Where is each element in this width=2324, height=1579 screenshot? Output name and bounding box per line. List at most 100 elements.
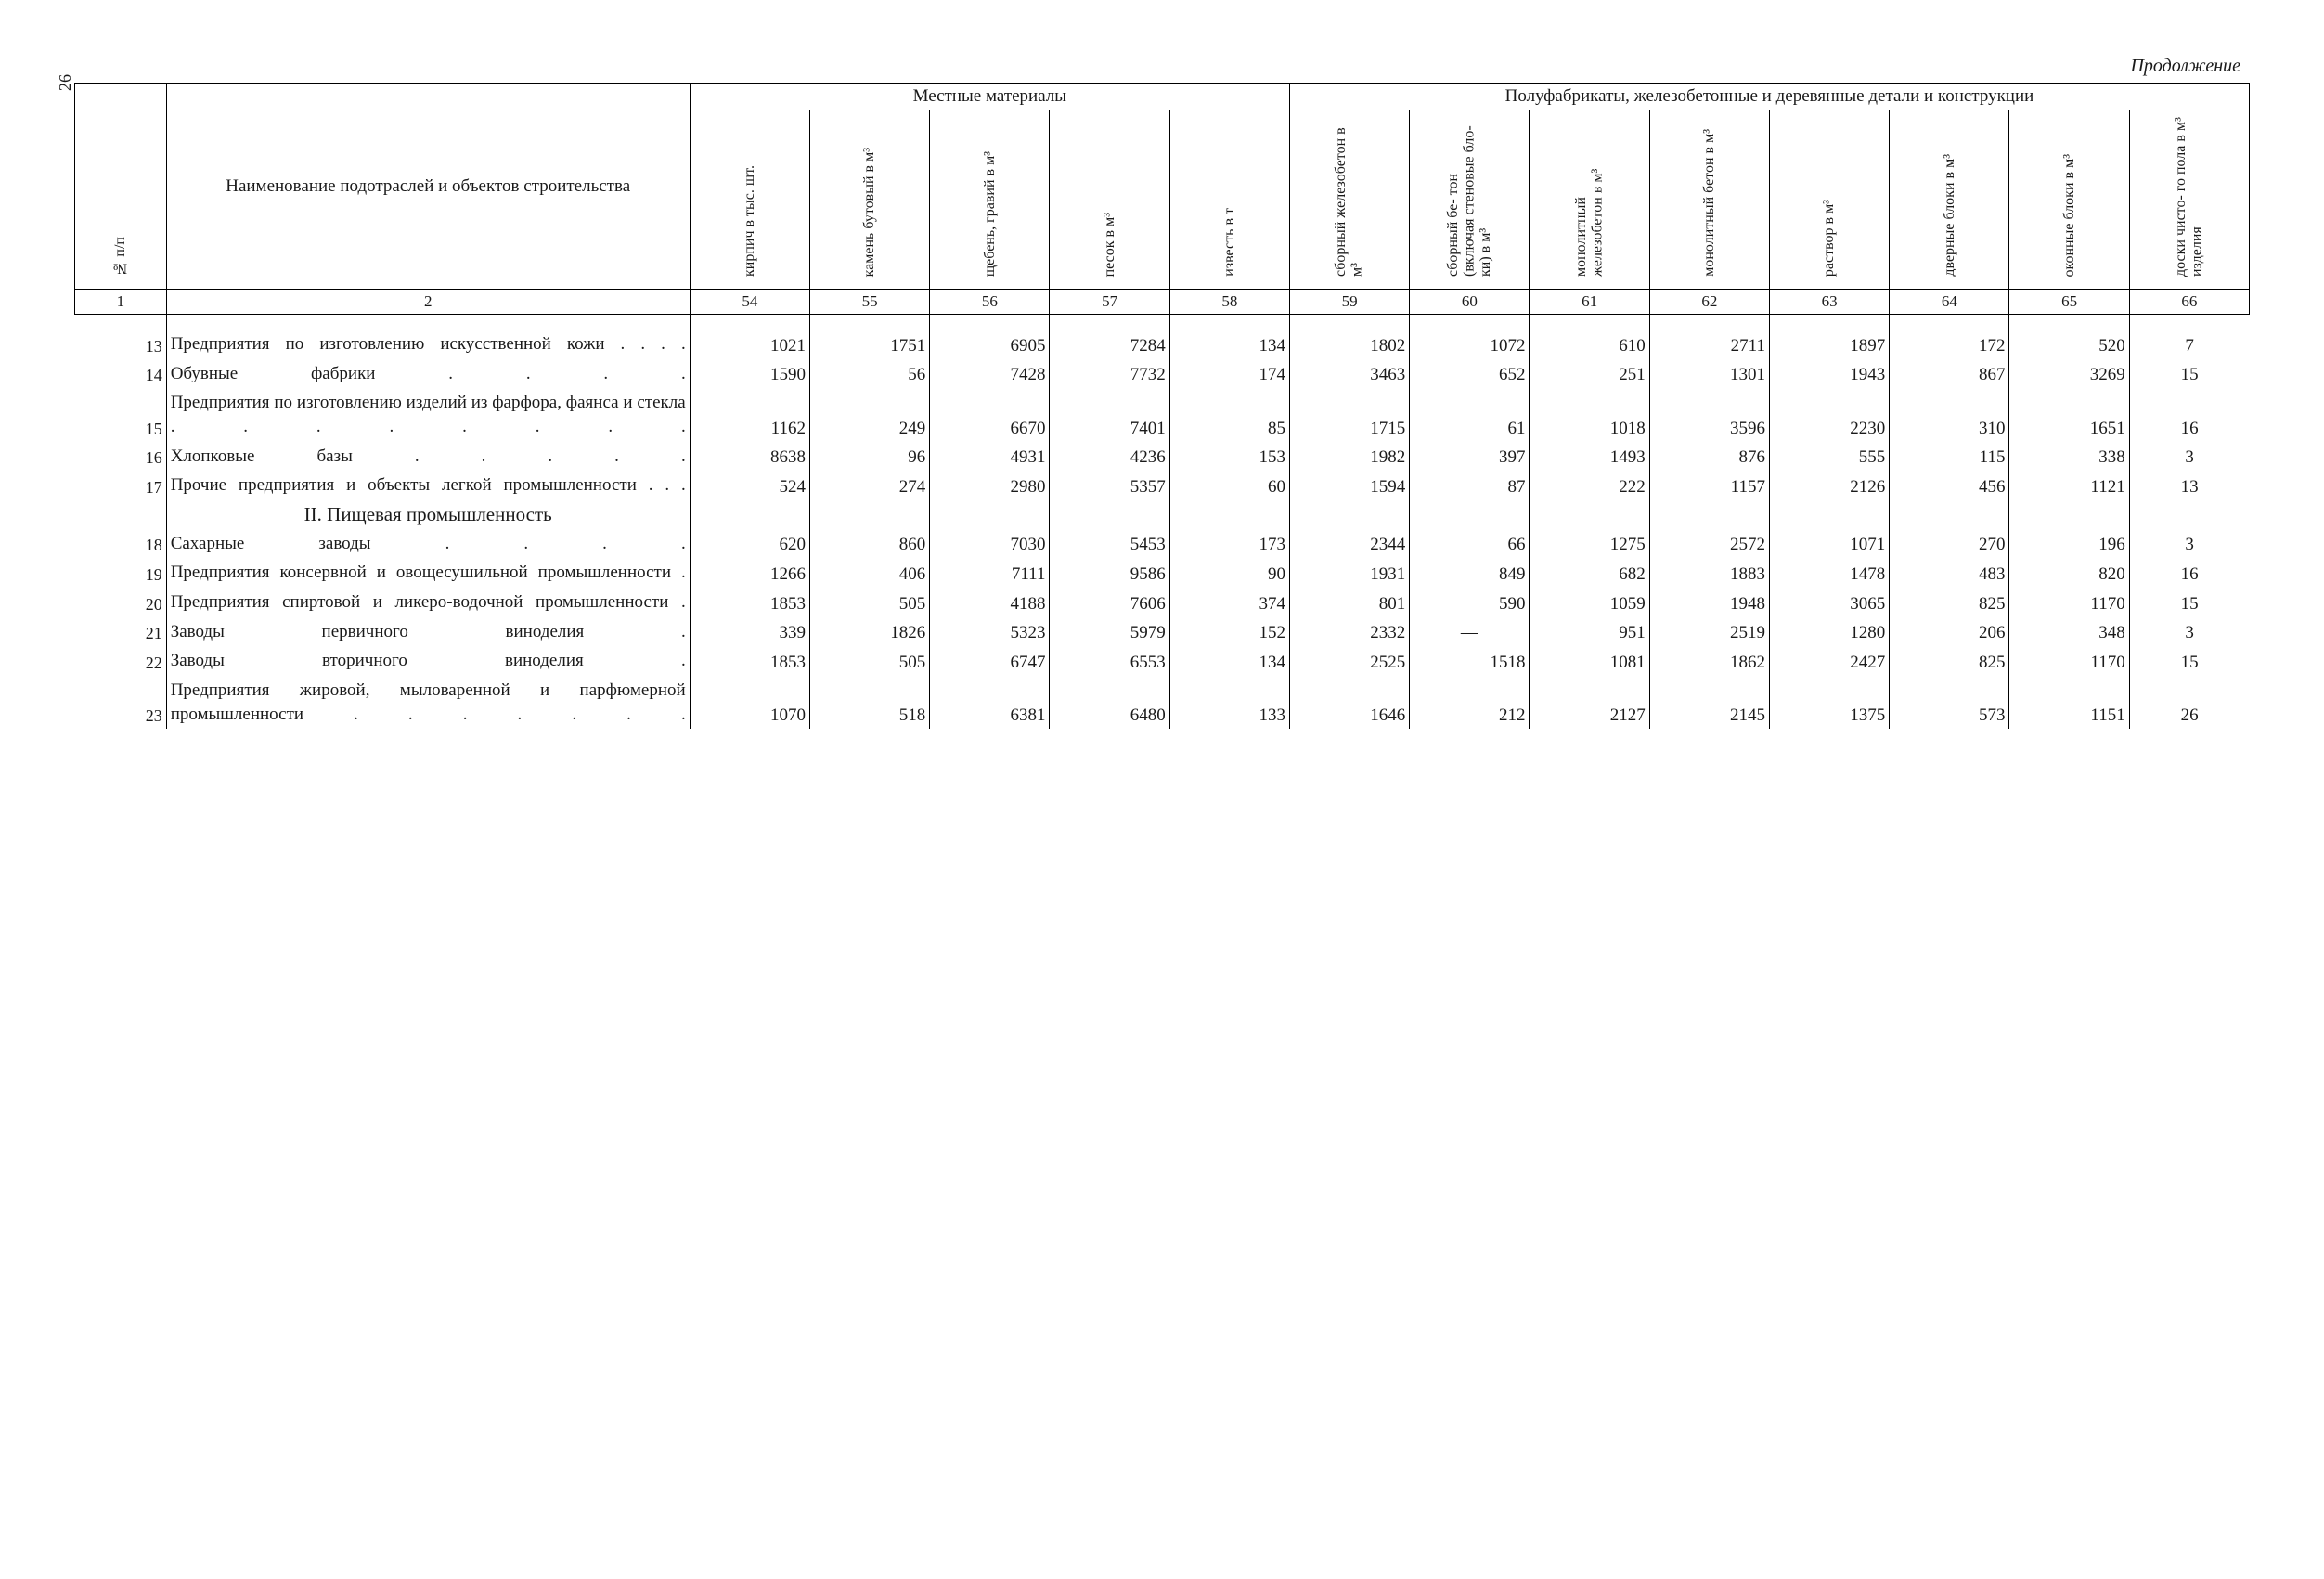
- cell: 1897: [1769, 330, 1889, 359]
- table-row: 18 Сахарные заводы . . . . 620 860 7030 …: [75, 529, 2250, 559]
- cell: 5453: [1050, 529, 1169, 559]
- cell: 505: [809, 646, 929, 676]
- cell: 1162: [690, 388, 809, 441]
- cell: 9586: [1050, 558, 1169, 588]
- cell: 90: [1169, 558, 1289, 588]
- cell: 1072: [1410, 330, 1530, 359]
- cell: 16: [2129, 558, 2249, 588]
- cell: 2127: [1530, 676, 1649, 729]
- row-num-header: № п/п: [112, 233, 129, 280]
- cell: 1070: [690, 676, 809, 729]
- cell: 4188: [930, 588, 1050, 617]
- cell: —: [1410, 617, 1530, 647]
- cell: 66: [1410, 529, 1530, 559]
- col-57-label: песок в м³: [1102, 209, 1118, 280]
- row-name: Прочие предприятия и объекты легкой пром…: [166, 471, 690, 500]
- row-idx: 22: [75, 646, 167, 676]
- cell: 1594: [1289, 471, 1409, 500]
- cell: 3: [2129, 617, 2249, 647]
- cell: 212: [1410, 676, 1530, 729]
- row-idx: 13: [75, 330, 167, 359]
- col-54-label: кирпич в тыс. шт.: [742, 162, 758, 280]
- cell: 1826: [809, 617, 929, 647]
- cell: 26: [2129, 676, 2249, 729]
- cell: 7111: [930, 558, 1050, 588]
- section-row: II. Пищевая промышленность: [75, 500, 2250, 529]
- cell: 3269: [2009, 359, 2129, 389]
- cell: 518: [809, 676, 929, 729]
- cell: 456: [1890, 471, 2009, 500]
- row-name: Обувные фабрики . . . .: [166, 359, 690, 389]
- colnum-58: 58: [1169, 290, 1289, 315]
- table-row: 21 Заводы первичного виноделия . 339 182…: [75, 617, 2250, 647]
- row-name: Предприятия по изготовлению изделий из ф…: [166, 388, 690, 441]
- cell: 1170: [2009, 646, 2129, 676]
- cell: 1157: [1649, 471, 1769, 500]
- cell: 8638: [690, 442, 809, 472]
- cell: 1059: [1530, 588, 1649, 617]
- cell: 1883: [1649, 558, 1769, 588]
- cell: 15: [2129, 588, 2249, 617]
- cell: 867: [1890, 359, 2009, 389]
- continuation-label: Продолжение: [74, 56, 2250, 77]
- cell: 652: [1410, 359, 1530, 389]
- cell: 2230: [1769, 388, 1889, 441]
- cell: 682: [1530, 558, 1649, 588]
- cell: 7732: [1050, 359, 1169, 389]
- col-60-label: сборный бе- тон (включая стеновые бло- к…: [1445, 113, 1494, 280]
- table-row: 23 Предприятия жировой, мыловаренной и п…: [75, 676, 2250, 729]
- cell: 4236: [1050, 442, 1169, 472]
- cell: 173: [1169, 529, 1289, 559]
- cell: 1493: [1530, 442, 1649, 472]
- cell: 133: [1169, 676, 1289, 729]
- cell: 6747: [930, 646, 1050, 676]
- colnum-1: 1: [75, 290, 167, 315]
- table-row: 14 Обувные фабрики . . . . 1590 56 7428 …: [75, 359, 2250, 389]
- cell: 7284: [1050, 330, 1169, 359]
- cell: 860: [809, 529, 929, 559]
- colnum-63: 63: [1769, 290, 1889, 315]
- row-idx: 16: [75, 442, 167, 472]
- cell: 1478: [1769, 558, 1889, 588]
- cell: 1151: [2009, 676, 2129, 729]
- group-semifinished: Полуфабрикаты, железобетонные и деревянн…: [1289, 84, 2249, 110]
- colnum-64: 64: [1890, 290, 2009, 315]
- cell: 2332: [1289, 617, 1409, 647]
- cell: 2126: [1769, 471, 1889, 500]
- cell: 1266: [690, 558, 809, 588]
- colnum-66: 66: [2129, 290, 2249, 315]
- cell: 2427: [1769, 646, 1889, 676]
- cell: 60: [1169, 471, 1289, 500]
- cell: 56: [809, 359, 929, 389]
- cell: 13: [2129, 471, 2249, 500]
- cell: 6381: [930, 676, 1050, 729]
- row-name: Предприятия жировой, мыловаренной и парф…: [166, 676, 690, 729]
- cell: 3065: [1769, 588, 1889, 617]
- cell: 7030: [930, 529, 1050, 559]
- cell: 206: [1890, 617, 2009, 647]
- cell: 951: [1530, 617, 1649, 647]
- cell: 1021: [690, 330, 809, 359]
- cell: 7428: [930, 359, 1050, 389]
- cell: 1982: [1289, 442, 1409, 472]
- cell: 152: [1169, 617, 1289, 647]
- cell: 5323: [930, 617, 1050, 647]
- cell: 1301: [1649, 359, 1769, 389]
- cell: 87: [1410, 471, 1530, 500]
- cell: 2980: [930, 471, 1050, 500]
- cell: 7: [2129, 330, 2249, 359]
- row-name: Хлопковые базы . . . . .: [166, 442, 690, 472]
- cell: 2711: [1649, 330, 1769, 359]
- cell: 1931: [1289, 558, 1409, 588]
- table-row: 20 Предприятия спиртовой и ликеро-водочн…: [75, 588, 2250, 617]
- cell: 115: [1890, 442, 2009, 472]
- name-header: Наименование подотраслей и объектов стро…: [166, 84, 690, 290]
- cell: 172: [1890, 330, 2009, 359]
- materials-table: № п/п Наименование подотраслей и объекто…: [74, 83, 2250, 729]
- col-63-label: раствор в м³: [1821, 196, 1838, 280]
- cell: 134: [1169, 646, 1289, 676]
- table-row: 15 Предприятия по изготовлению изделий и…: [75, 388, 2250, 441]
- cell: 1375: [1769, 676, 1889, 729]
- col-64-label: дверные блоки в м³: [1942, 150, 1958, 280]
- cell: 85: [1169, 388, 1289, 441]
